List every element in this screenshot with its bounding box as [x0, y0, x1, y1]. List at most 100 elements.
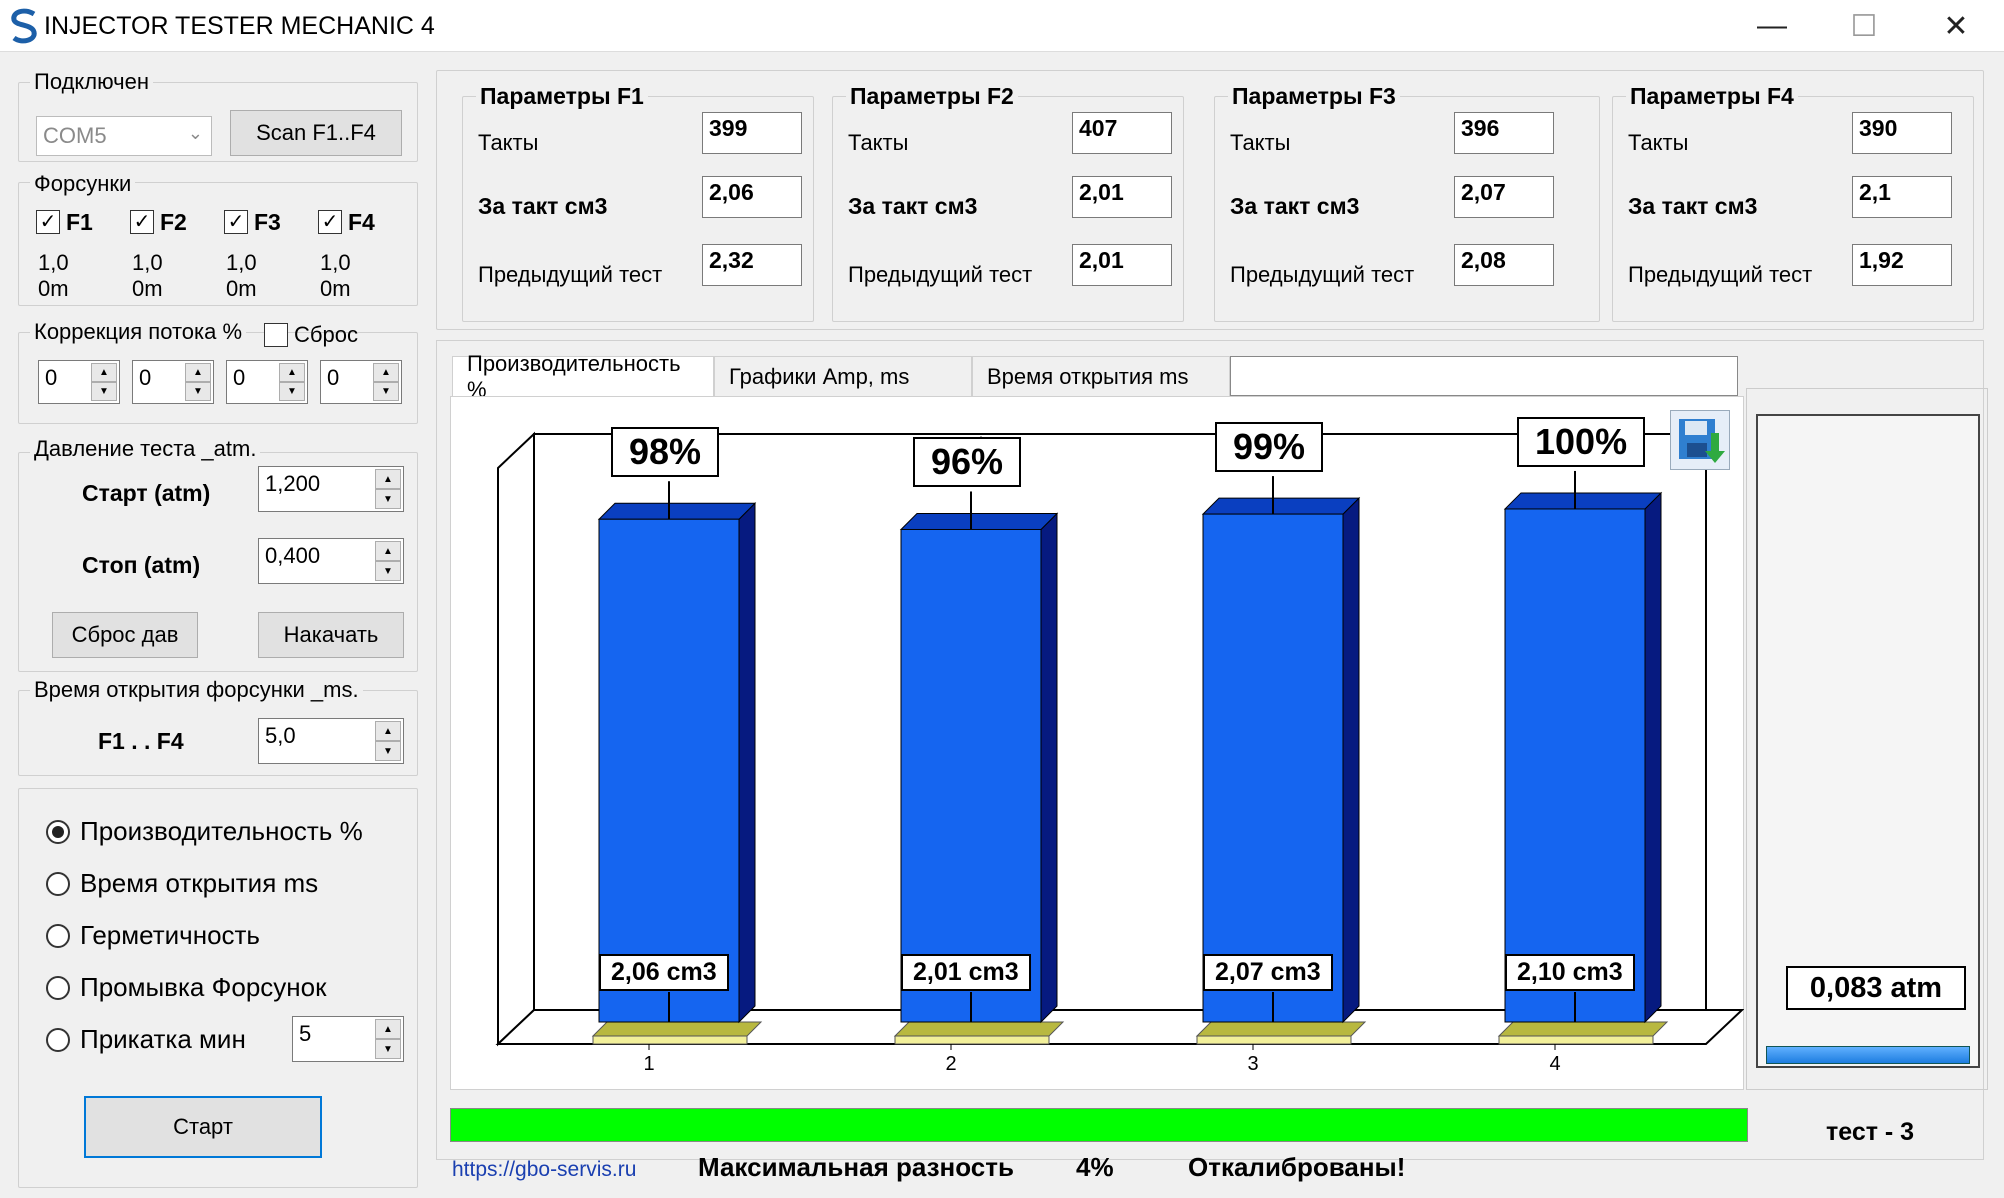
injectors-group — [18, 182, 418, 306]
mode-radio[interactable] — [46, 872, 70, 896]
params-title: Параметры F3 — [1228, 84, 1400, 108]
start-pressure-input[interactable]: 1,200 ▲ ▼ — [258, 466, 404, 512]
flow-correction-stepper[interactable]: 0 ▲ ▼ — [132, 360, 214, 404]
connection-label: Подключен — [30, 70, 153, 94]
chevron-down-icon: ⌄ — [187, 123, 203, 143]
mode-radio[interactable] — [46, 924, 70, 948]
flow-correction-stepper[interactable]: 0 ▲ ▼ — [320, 360, 402, 404]
cycles-field[interactable]: 396 — [1454, 112, 1554, 154]
maximize-icon[interactable]: ☐ — [1850, 9, 1878, 43]
max-diff-value: 4% — [1076, 1152, 1114, 1182]
tab-1[interactable]: Производительность % — [452, 351, 714, 402]
stop-pressure-value: 0,400 — [265, 543, 321, 568]
bar-base-top — [591, 1021, 763, 1037]
bar — [900, 528, 1042, 1023]
main-area — [436, 340, 1984, 1160]
open-time-range-label: F1 . . F4 — [98, 728, 184, 754]
bar-base-top — [1195, 1021, 1367, 1037]
flow-correction-value: 0 — [139, 365, 152, 390]
mode-label: Промывка Форсунок — [80, 972, 327, 1002]
bar-top — [1503, 492, 1663, 510]
mode-radio[interactable] — [46, 820, 70, 844]
pump-button[interactable]: Накачать — [258, 612, 404, 658]
app-logo-icon — [11, 8, 37, 44]
stepper-arrows[interactable]: ▲ ▼ — [185, 363, 211, 401]
mode-radio[interactable] — [46, 1028, 70, 1052]
params-title: Параметры F1 — [476, 84, 648, 108]
open-time-stepper[interactable]: ▲ ▼ — [375, 721, 401, 761]
stepper-arrows[interactable]: ▲ ▼ — [91, 363, 117, 401]
connection-group — [18, 82, 418, 162]
bar-side — [1040, 512, 1058, 1024]
bar-base-top — [893, 1021, 1065, 1037]
per-cycle-field[interactable]: 2,01 — [1072, 176, 1172, 218]
mode-label: Прикатка мин — [80, 1024, 246, 1054]
run-in-minutes-input[interactable]: 5 ▲ ▼ — [292, 1016, 404, 1062]
per-cycle-field[interactable]: 2,07 — [1454, 176, 1554, 218]
previous-test-label: Предыдущий тест — [478, 262, 663, 287]
website-link[interactable]: https://gbo-servis.ru — [452, 1158, 637, 1181]
cycles-label: Такты — [848, 130, 909, 155]
flow-correction-stepper[interactable]: 0 ▲ ▼ — [226, 360, 308, 404]
stop-pressure-input[interactable]: 0,400 ▲ ▼ — [258, 538, 404, 584]
stepper-arrows[interactable]: ▲ ▼ — [279, 363, 305, 401]
injector-unit: 0m — [226, 276, 257, 301]
start-button[interactable]: Старт — [84, 1096, 322, 1158]
injector-unit: 0m — [320, 276, 351, 301]
flow-correction-stepper[interactable]: 0 ▲ ▼ — [38, 360, 120, 404]
previous-test-field[interactable]: 2,08 — [1454, 244, 1554, 286]
save-chart-button[interactable] — [1670, 410, 1730, 470]
run-in-minutes-stepper[interactable]: ▲ ▼ — [375, 1019, 401, 1059]
port-select[interactable]: COM5 ⌄ — [36, 116, 212, 156]
close-icon[interactable]: ✕ — [1943, 9, 1969, 43]
per-cycle-field[interactable]: 2,06 — [702, 176, 802, 218]
mode-label: Время открытия ms — [80, 868, 319, 898]
stop-pressure-stepper[interactable]: ▲ ▼ — [375, 541, 401, 581]
previous-test-field[interactable]: 1,92 — [1852, 244, 1952, 286]
reset-checkbox[interactable] — [264, 323, 288, 347]
injector-checkbox-f4[interactable]: ✓ — [318, 210, 342, 234]
tab-2[interactable]: Графики Amp, ms — [714, 356, 972, 396]
tab-3[interactable]: Время открытия ms — [972, 356, 1230, 396]
gauge-frame — [1746, 388, 1988, 1090]
radio-dot — [52, 826, 64, 838]
x-tick-label: 1 — [643, 1053, 654, 1075]
bar — [598, 518, 740, 1023]
previous-test-field[interactable]: 2,01 — [1072, 244, 1172, 286]
bar-percent-label: 98% — [611, 427, 720, 478]
injector-name: F2 — [160, 209, 187, 235]
pressure-label: Давление теста _atm. — [30, 437, 261, 461]
mode-radio[interactable] — [46, 976, 70, 1000]
reset-pressure-button[interactable]: Сброс дав — [52, 612, 198, 658]
pressure-readout: 0,083 atm — [1786, 966, 1966, 1010]
cycles-field[interactable]: 399 — [702, 112, 802, 154]
bar-base-front — [1196, 1035, 1352, 1045]
cycles-field[interactable]: 390 — [1852, 112, 1952, 154]
flow-correction-value: 0 — [327, 365, 340, 390]
bar-base-front — [592, 1035, 748, 1045]
injector-checkbox-f3[interactable]: ✓ — [224, 210, 248, 234]
scan-button[interactable]: Scan F1..F4 — [230, 110, 402, 156]
run-in-minutes-value: 5 — [299, 1021, 312, 1046]
bar-base-front — [894, 1035, 1050, 1045]
open-time-input[interactable]: 5,0 ▲ ▼ — [258, 718, 404, 764]
injector-value: 1,0 — [38, 250, 69, 275]
per-cycle-field[interactable]: 2,1 — [1852, 176, 1952, 218]
bar-percent-label: 96% — [913, 437, 1022, 488]
minimize-icon[interactable]: — — [1757, 9, 1787, 42]
params-box-f3 — [1214, 96, 1600, 322]
start-pressure-stepper[interactable]: ▲ ▼ — [375, 469, 401, 509]
bar-top — [899, 512, 1059, 530]
bar-volume-label: 2,07 cm3 — [1203, 954, 1333, 991]
stepper-arrows[interactable]: ▲ ▼ — [373, 363, 399, 401]
params-title: Параметры F2 — [846, 84, 1018, 108]
previous-test-field[interactable]: 2,32 — [702, 244, 802, 286]
injector-value: 1,0 — [320, 250, 351, 275]
bar — [1504, 508, 1646, 1023]
bar — [1202, 513, 1344, 1023]
injector-checkbox-f1[interactable]: ✓ — [36, 210, 60, 234]
performance-chart: 1 2 3 4 — [495, 431, 1744, 1075]
cycles-field[interactable]: 407 — [1072, 112, 1172, 154]
previous-test-label: Предыдущий тест — [848, 262, 1033, 287]
injector-checkbox-f2[interactable]: ✓ — [130, 210, 154, 234]
